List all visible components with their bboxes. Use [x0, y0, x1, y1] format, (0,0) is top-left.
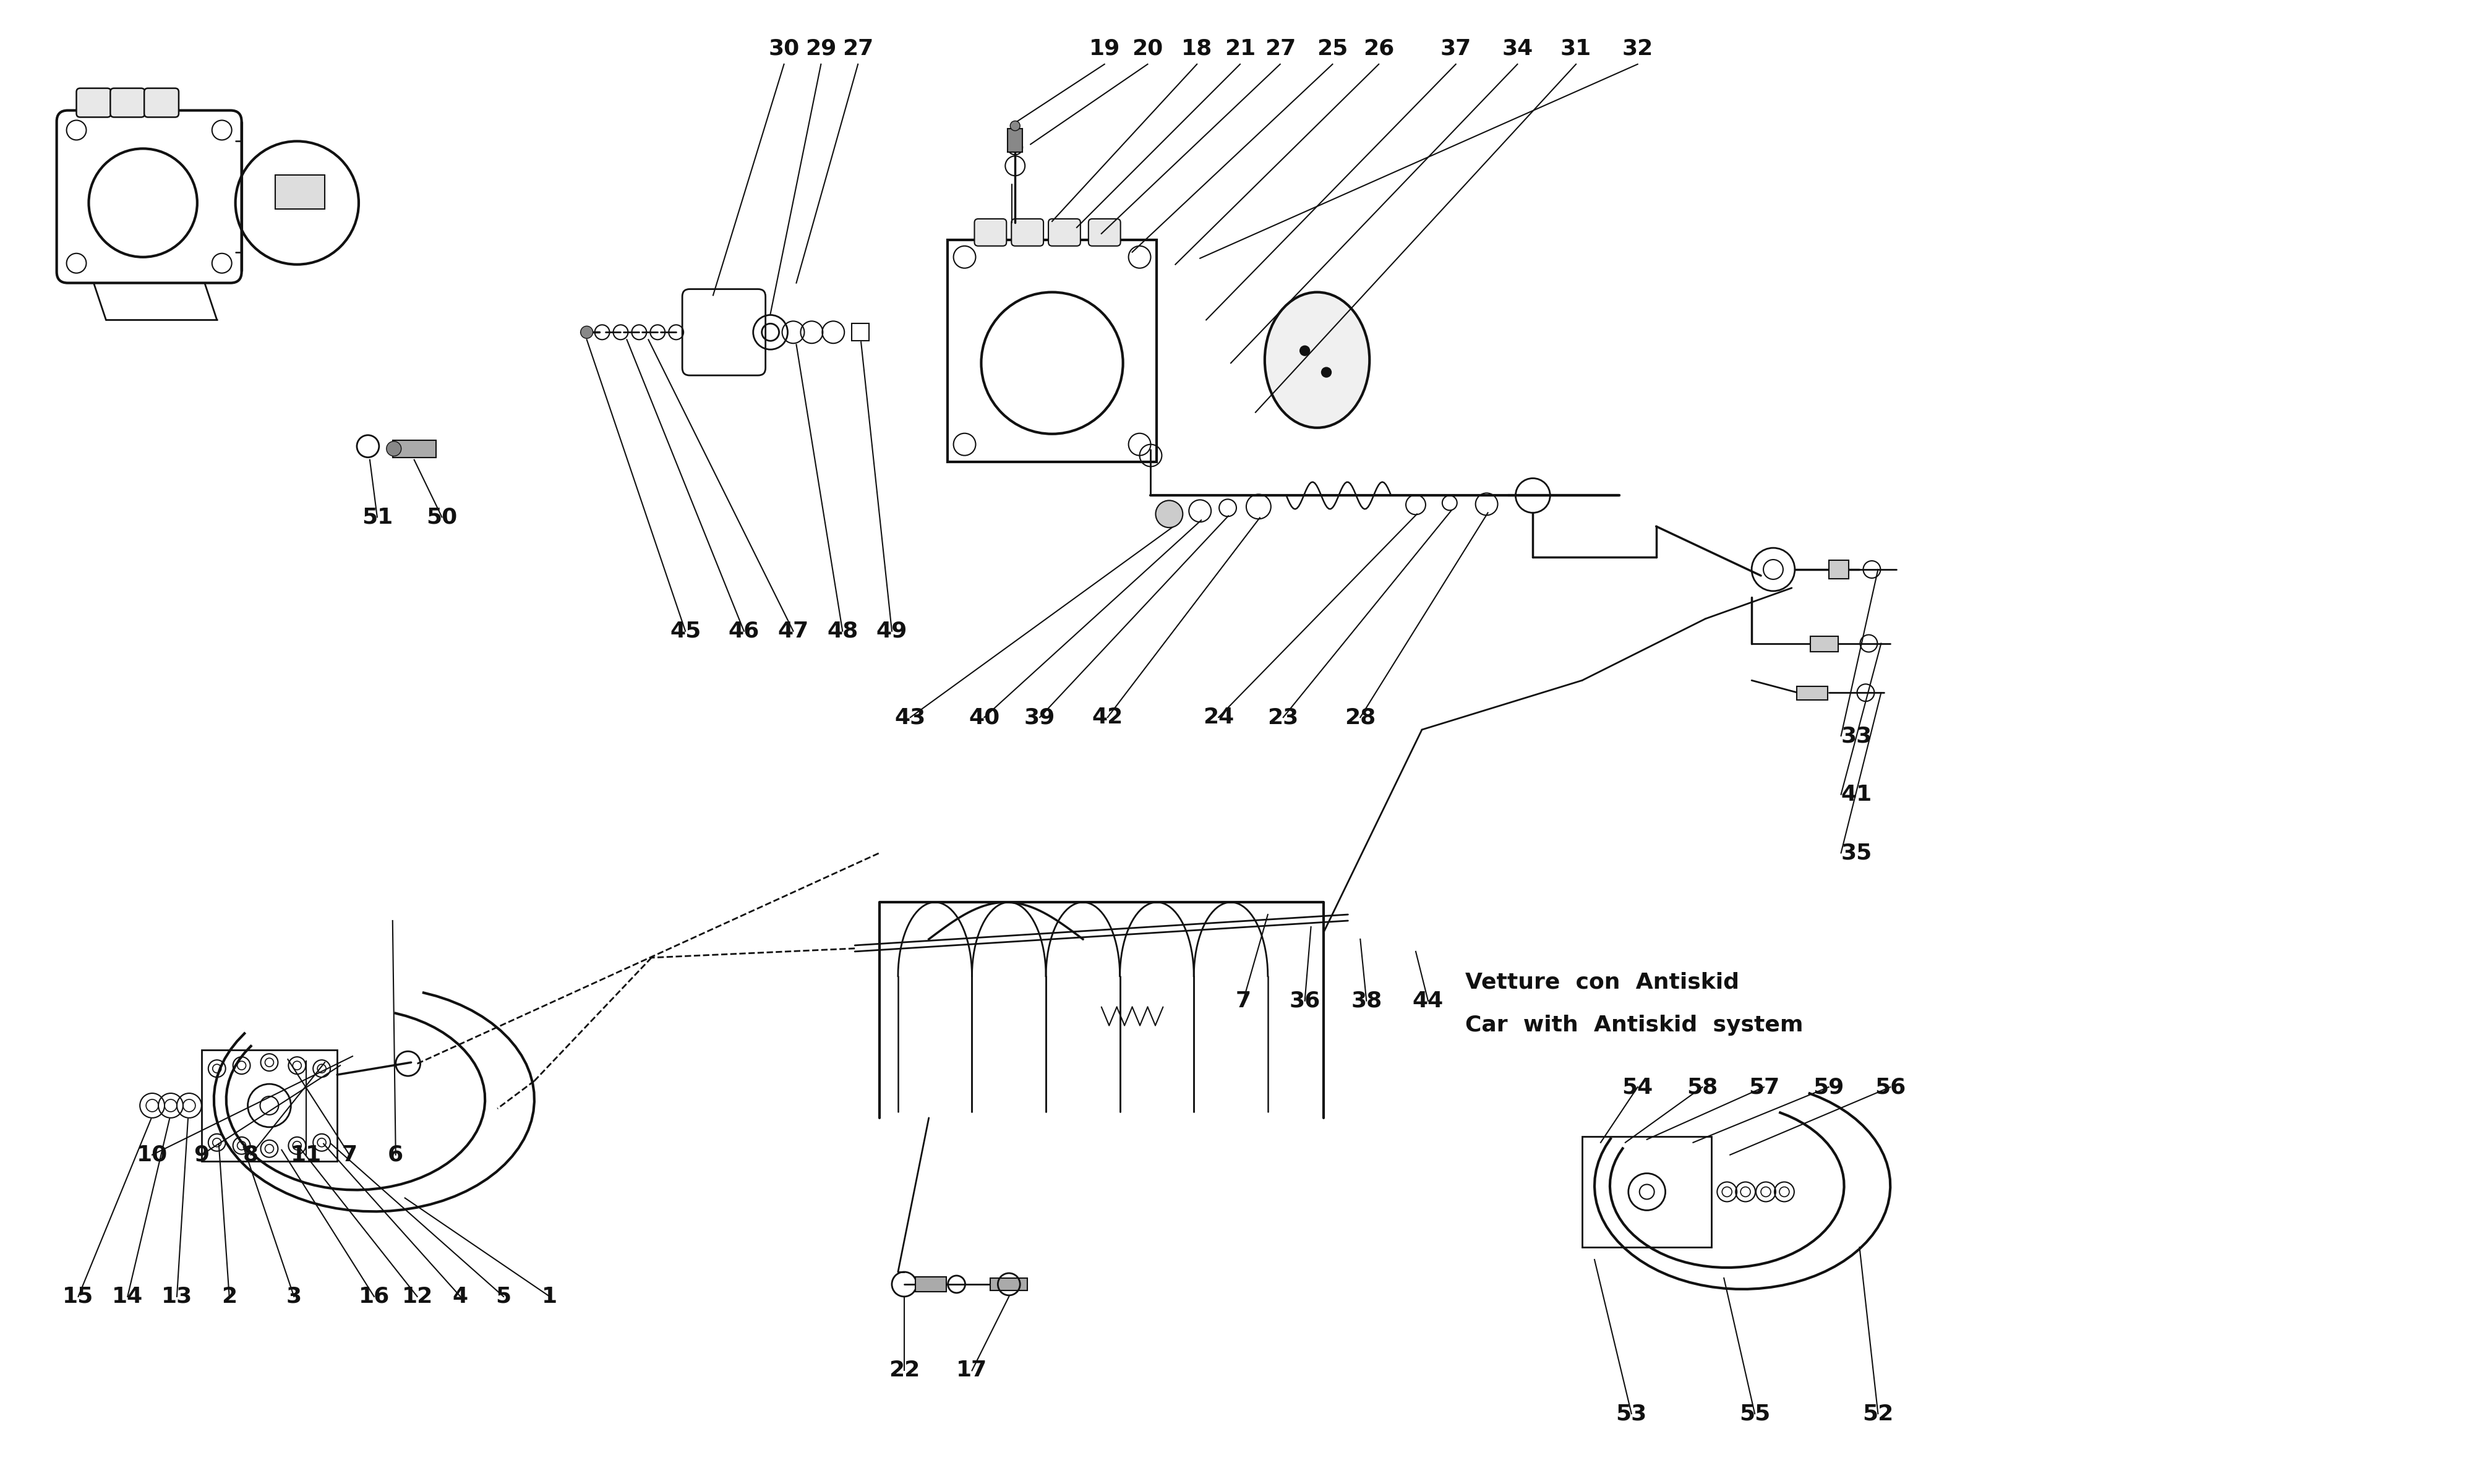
Text: Car  with  Antiskid  system: Car with Antiskid system: [1465, 1015, 1804, 1036]
Text: 31: 31: [1561, 39, 1591, 59]
Text: 26: 26: [1363, 39, 1395, 59]
Bar: [948, 240, 1158, 462]
Text: 58: 58: [1687, 1076, 1717, 1098]
Text: 9: 9: [193, 1144, 210, 1165]
Bar: [200, 1051, 336, 1160]
Text: 56: 56: [1875, 1076, 1905, 1098]
Text: 19: 19: [1089, 39, 1121, 59]
Text: 22: 22: [888, 1359, 920, 1382]
Bar: [275, 175, 324, 209]
Text: 14: 14: [111, 1287, 143, 1307]
Bar: [1583, 1137, 1712, 1247]
Text: 53: 53: [1616, 1404, 1648, 1425]
Text: 23: 23: [1267, 706, 1299, 727]
Bar: [990, 1278, 1027, 1291]
FancyBboxPatch shape: [1089, 218, 1121, 246]
Circle shape: [581, 326, 594, 338]
Text: 5: 5: [495, 1287, 512, 1307]
Text: 45: 45: [670, 620, 700, 641]
Text: 41: 41: [1841, 784, 1873, 804]
Bar: [1796, 687, 1828, 700]
Text: 3: 3: [287, 1287, 302, 1307]
Text: 17: 17: [957, 1359, 987, 1382]
Text: 12: 12: [401, 1287, 433, 1307]
Text: 7: 7: [1235, 990, 1252, 1011]
FancyBboxPatch shape: [143, 88, 178, 117]
Circle shape: [1321, 368, 1331, 377]
Text: 27: 27: [1264, 39, 1296, 59]
Text: 16: 16: [359, 1287, 388, 1307]
Text: 37: 37: [1440, 39, 1472, 59]
Text: 46: 46: [727, 620, 760, 641]
Text: 35: 35: [1841, 843, 1873, 864]
Text: 39: 39: [1024, 706, 1056, 727]
Text: 52: 52: [1863, 1404, 1893, 1425]
Text: 8: 8: [242, 1144, 260, 1165]
Text: 51: 51: [361, 506, 393, 528]
Text: 1: 1: [542, 1287, 557, 1307]
Circle shape: [1155, 500, 1183, 528]
Bar: [1811, 637, 1838, 651]
Text: 57: 57: [1749, 1076, 1779, 1098]
Bar: [393, 441, 435, 457]
Text: 54: 54: [1623, 1076, 1653, 1098]
Text: 21: 21: [1225, 39, 1257, 59]
Text: 20: 20: [1133, 39, 1163, 59]
Circle shape: [386, 441, 401, 456]
Text: 59: 59: [1813, 1076, 1843, 1098]
Text: 30: 30: [769, 39, 799, 59]
Text: 47: 47: [777, 620, 809, 641]
Text: 34: 34: [1502, 39, 1534, 59]
Text: 42: 42: [1091, 706, 1123, 727]
Text: 13: 13: [161, 1287, 193, 1307]
Text: 2: 2: [223, 1287, 238, 1307]
Text: 6: 6: [388, 1144, 403, 1165]
Text: 11: 11: [292, 1144, 322, 1165]
Text: 7: 7: [341, 1144, 356, 1165]
Bar: [851, 324, 868, 341]
FancyBboxPatch shape: [1049, 218, 1081, 246]
Text: 49: 49: [876, 620, 908, 641]
FancyBboxPatch shape: [77, 88, 111, 117]
Text: 15: 15: [62, 1287, 94, 1307]
Ellipse shape: [1264, 292, 1371, 427]
Text: 38: 38: [1351, 990, 1383, 1011]
Bar: [1828, 561, 1848, 579]
Text: 25: 25: [1316, 39, 1348, 59]
Text: 24: 24: [1202, 706, 1235, 727]
Text: 4: 4: [453, 1287, 468, 1307]
Text: 43: 43: [896, 706, 925, 727]
Bar: [1007, 129, 1022, 153]
Circle shape: [1009, 120, 1019, 131]
FancyBboxPatch shape: [1012, 218, 1044, 246]
Text: 29: 29: [807, 39, 836, 59]
Text: 55: 55: [1739, 1404, 1771, 1425]
Text: 48: 48: [826, 620, 858, 641]
Text: 50: 50: [426, 506, 458, 528]
Bar: [915, 1276, 945, 1291]
FancyBboxPatch shape: [975, 218, 1007, 246]
FancyBboxPatch shape: [111, 88, 146, 117]
Text: Vetture  con  Antiskid: Vetture con Antiskid: [1465, 972, 1739, 993]
Text: 33: 33: [1841, 726, 1873, 746]
Text: 36: 36: [1289, 990, 1321, 1011]
Circle shape: [1299, 346, 1309, 356]
Text: 10: 10: [136, 1144, 168, 1165]
Text: 44: 44: [1413, 990, 1445, 1011]
Text: 40: 40: [970, 706, 999, 727]
Text: 18: 18: [1183, 39, 1212, 59]
Text: 28: 28: [1346, 706, 1376, 727]
Text: 32: 32: [1623, 39, 1653, 59]
Text: 27: 27: [844, 39, 873, 59]
